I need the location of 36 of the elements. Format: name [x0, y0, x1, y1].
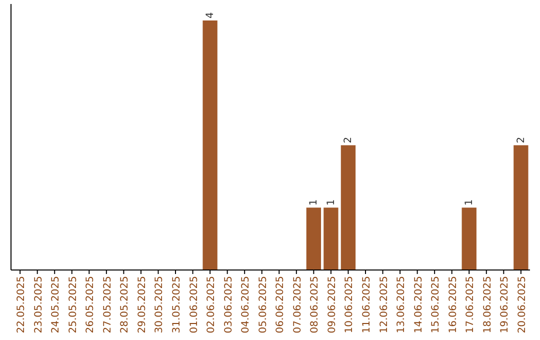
x-tick-label: 13.06.2025 [396, 276, 408, 334]
x-tick-label: 26.05.2025 [85, 276, 96, 334]
x-tick-label: 22.05.2025 [16, 276, 28, 334]
x-tick-label: 12.06.2025 [378, 276, 390, 334]
x-tick-label: 04.06.2025 [240, 276, 252, 334]
x-tick-label: 09.06.2025 [326, 276, 338, 334]
x-tick-label: 02.06.2025 [206, 276, 218, 334]
x-tick-label: 06.06.2025 [275, 276, 286, 334]
x-tick-label: 07.06.2025 [292, 276, 304, 334]
x-tick-label: 25.05.2025 [68, 276, 79, 334]
x-tick-label: 24.05.2025 [50, 276, 62, 334]
x-tick-label: 23.05.2025 [33, 276, 44, 334]
x-tick-label: 29.05.2025 [136, 276, 148, 334]
x-tick-label: 11.06.2025 [361, 276, 372, 334]
x-tick-label: 20.06.2025 [516, 276, 528, 334]
x-tick-label: 01.06.2025 [188, 276, 200, 334]
x-tick-label: 31.05.2025 [172, 276, 183, 334]
x-tick-label: 10.06.2025 [344, 276, 356, 334]
x-tick-label: 05.06.2025 [258, 276, 269, 334]
data-label: 4 [205, 12, 216, 18]
x-tick-label: 30.05.2025 [154, 276, 166, 334]
data-label: 1 [308, 199, 320, 206]
x-tick-label: 27.05.2025 [102, 276, 114, 334]
x-tick-label: 08.06.2025 [310, 276, 321, 334]
data-label: 2 [343, 136, 354, 144]
x-tick-label: 18.06.2025 [482, 276, 494, 334]
x-tick-label: 14.06.2025 [413, 276, 424, 334]
x-tick-label: 03.06.2025 [223, 276, 234, 334]
data-label: 1 [464, 199, 476, 206]
x-tick-label: 19.06.2025 [500, 276, 511, 334]
x-tick-label: 15.06.2025 [430, 276, 442, 334]
data-label: 2 [516, 136, 527, 144]
x-tick-label: 17.06.2025 [465, 276, 476, 334]
data-label: 1 [326, 199, 337, 206]
x-tick-label: 16.06.2025 [448, 276, 459, 334]
x-tick-label: 28.05.2025 [120, 276, 131, 334]
